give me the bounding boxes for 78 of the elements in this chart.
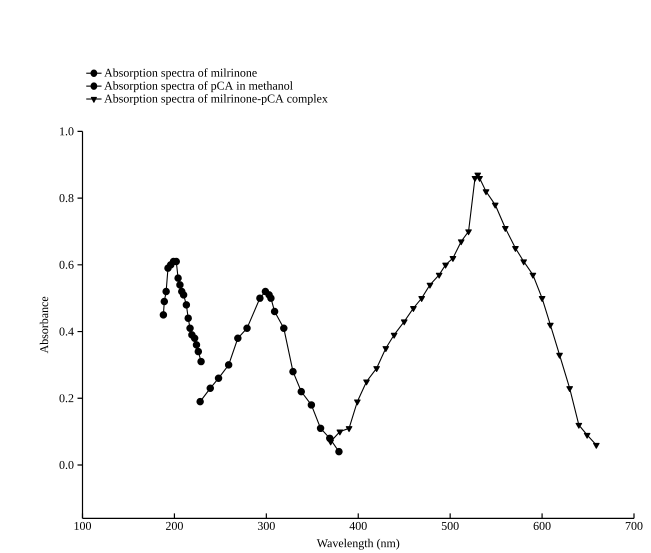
y-tick-label: 0.8 bbox=[59, 194, 74, 202]
point bbox=[206, 384, 214, 392]
point bbox=[450, 256, 456, 262]
point bbox=[214, 374, 222, 382]
point bbox=[280, 324, 288, 332]
point bbox=[426, 282, 434, 289]
point bbox=[327, 440, 334, 446]
point bbox=[180, 291, 188, 299]
y-tick-label: 0.2 bbox=[59, 394, 74, 402]
point bbox=[176, 281, 184, 289]
point bbox=[472, 176, 478, 182]
x-tick-label: 100 bbox=[74, 522, 92, 530]
point bbox=[418, 296, 425, 302]
point bbox=[390, 332, 398, 339]
x-tick-label: 400 bbox=[350, 522, 367, 530]
point bbox=[196, 398, 204, 406]
point bbox=[410, 306, 417, 312]
point bbox=[547, 322, 554, 329]
x-axis-title: Wavelength (nm) bbox=[316, 538, 400, 550]
point bbox=[520, 259, 528, 266]
point bbox=[194, 348, 202, 356]
point bbox=[512, 246, 519, 252]
point bbox=[465, 229, 472, 236]
y-tick-label: 0.4 bbox=[59, 327, 74, 336]
point bbox=[502, 226, 509, 232]
point bbox=[538, 296, 546, 302]
y-axis-title: Absorbance bbox=[40, 296, 48, 354]
point bbox=[192, 341, 200, 349]
point bbox=[382, 346, 390, 352]
y-tick-label: 0.6 bbox=[59, 260, 74, 269]
point bbox=[530, 272, 536, 279]
x-tick-label: 700 bbox=[626, 522, 643, 530]
point bbox=[492, 202, 499, 209]
point bbox=[335, 448, 343, 456]
point bbox=[256, 294, 264, 302]
point bbox=[482, 189, 490, 196]
point bbox=[476, 176, 483, 182]
point bbox=[436, 272, 442, 279]
point bbox=[400, 319, 408, 326]
point bbox=[363, 379, 370, 386]
y-tick-label: 0.0 bbox=[59, 460, 74, 470]
point bbox=[556, 352, 563, 359]
point bbox=[346, 426, 352, 432]
point bbox=[234, 334, 242, 342]
point bbox=[197, 358, 205, 366]
point bbox=[316, 424, 324, 432]
point bbox=[593, 442, 600, 449]
x-tick-label: 300 bbox=[258, 522, 275, 530]
x-tick-label: 500 bbox=[442, 522, 459, 530]
point bbox=[298, 388, 305, 396]
legend-label: Absorption spectra of pCA in methanol bbox=[104, 81, 293, 92]
point bbox=[160, 311, 168, 319]
point bbox=[182, 301, 190, 309]
point bbox=[160, 298, 168, 306]
point bbox=[373, 366, 380, 372]
point bbox=[184, 314, 192, 322]
y-tick-label: 1.0 bbox=[60, 127, 74, 136]
point bbox=[224, 361, 232, 369]
point bbox=[270, 308, 278, 316]
point bbox=[336, 429, 344, 436]
point bbox=[354, 399, 361, 406]
point bbox=[243, 324, 251, 332]
point bbox=[190, 334, 198, 342]
point bbox=[162, 288, 170, 296]
point bbox=[442, 262, 449, 269]
point bbox=[174, 274, 182, 282]
point bbox=[186, 324, 194, 332]
x-tick-label: 600 bbox=[534, 522, 551, 530]
point bbox=[576, 422, 582, 429]
x-tick-label: 200 bbox=[166, 522, 183, 530]
point bbox=[267, 294, 275, 302]
point bbox=[566, 386, 573, 392]
point bbox=[584, 432, 590, 439]
point bbox=[308, 401, 316, 409]
legend-label: Absorption spectra of milrinone bbox=[104, 68, 257, 80]
legend-label: Absorption spectra of milrinone-pCA complex bbox=[104, 94, 328, 106]
point bbox=[289, 368, 297, 376]
point bbox=[458, 239, 465, 246]
